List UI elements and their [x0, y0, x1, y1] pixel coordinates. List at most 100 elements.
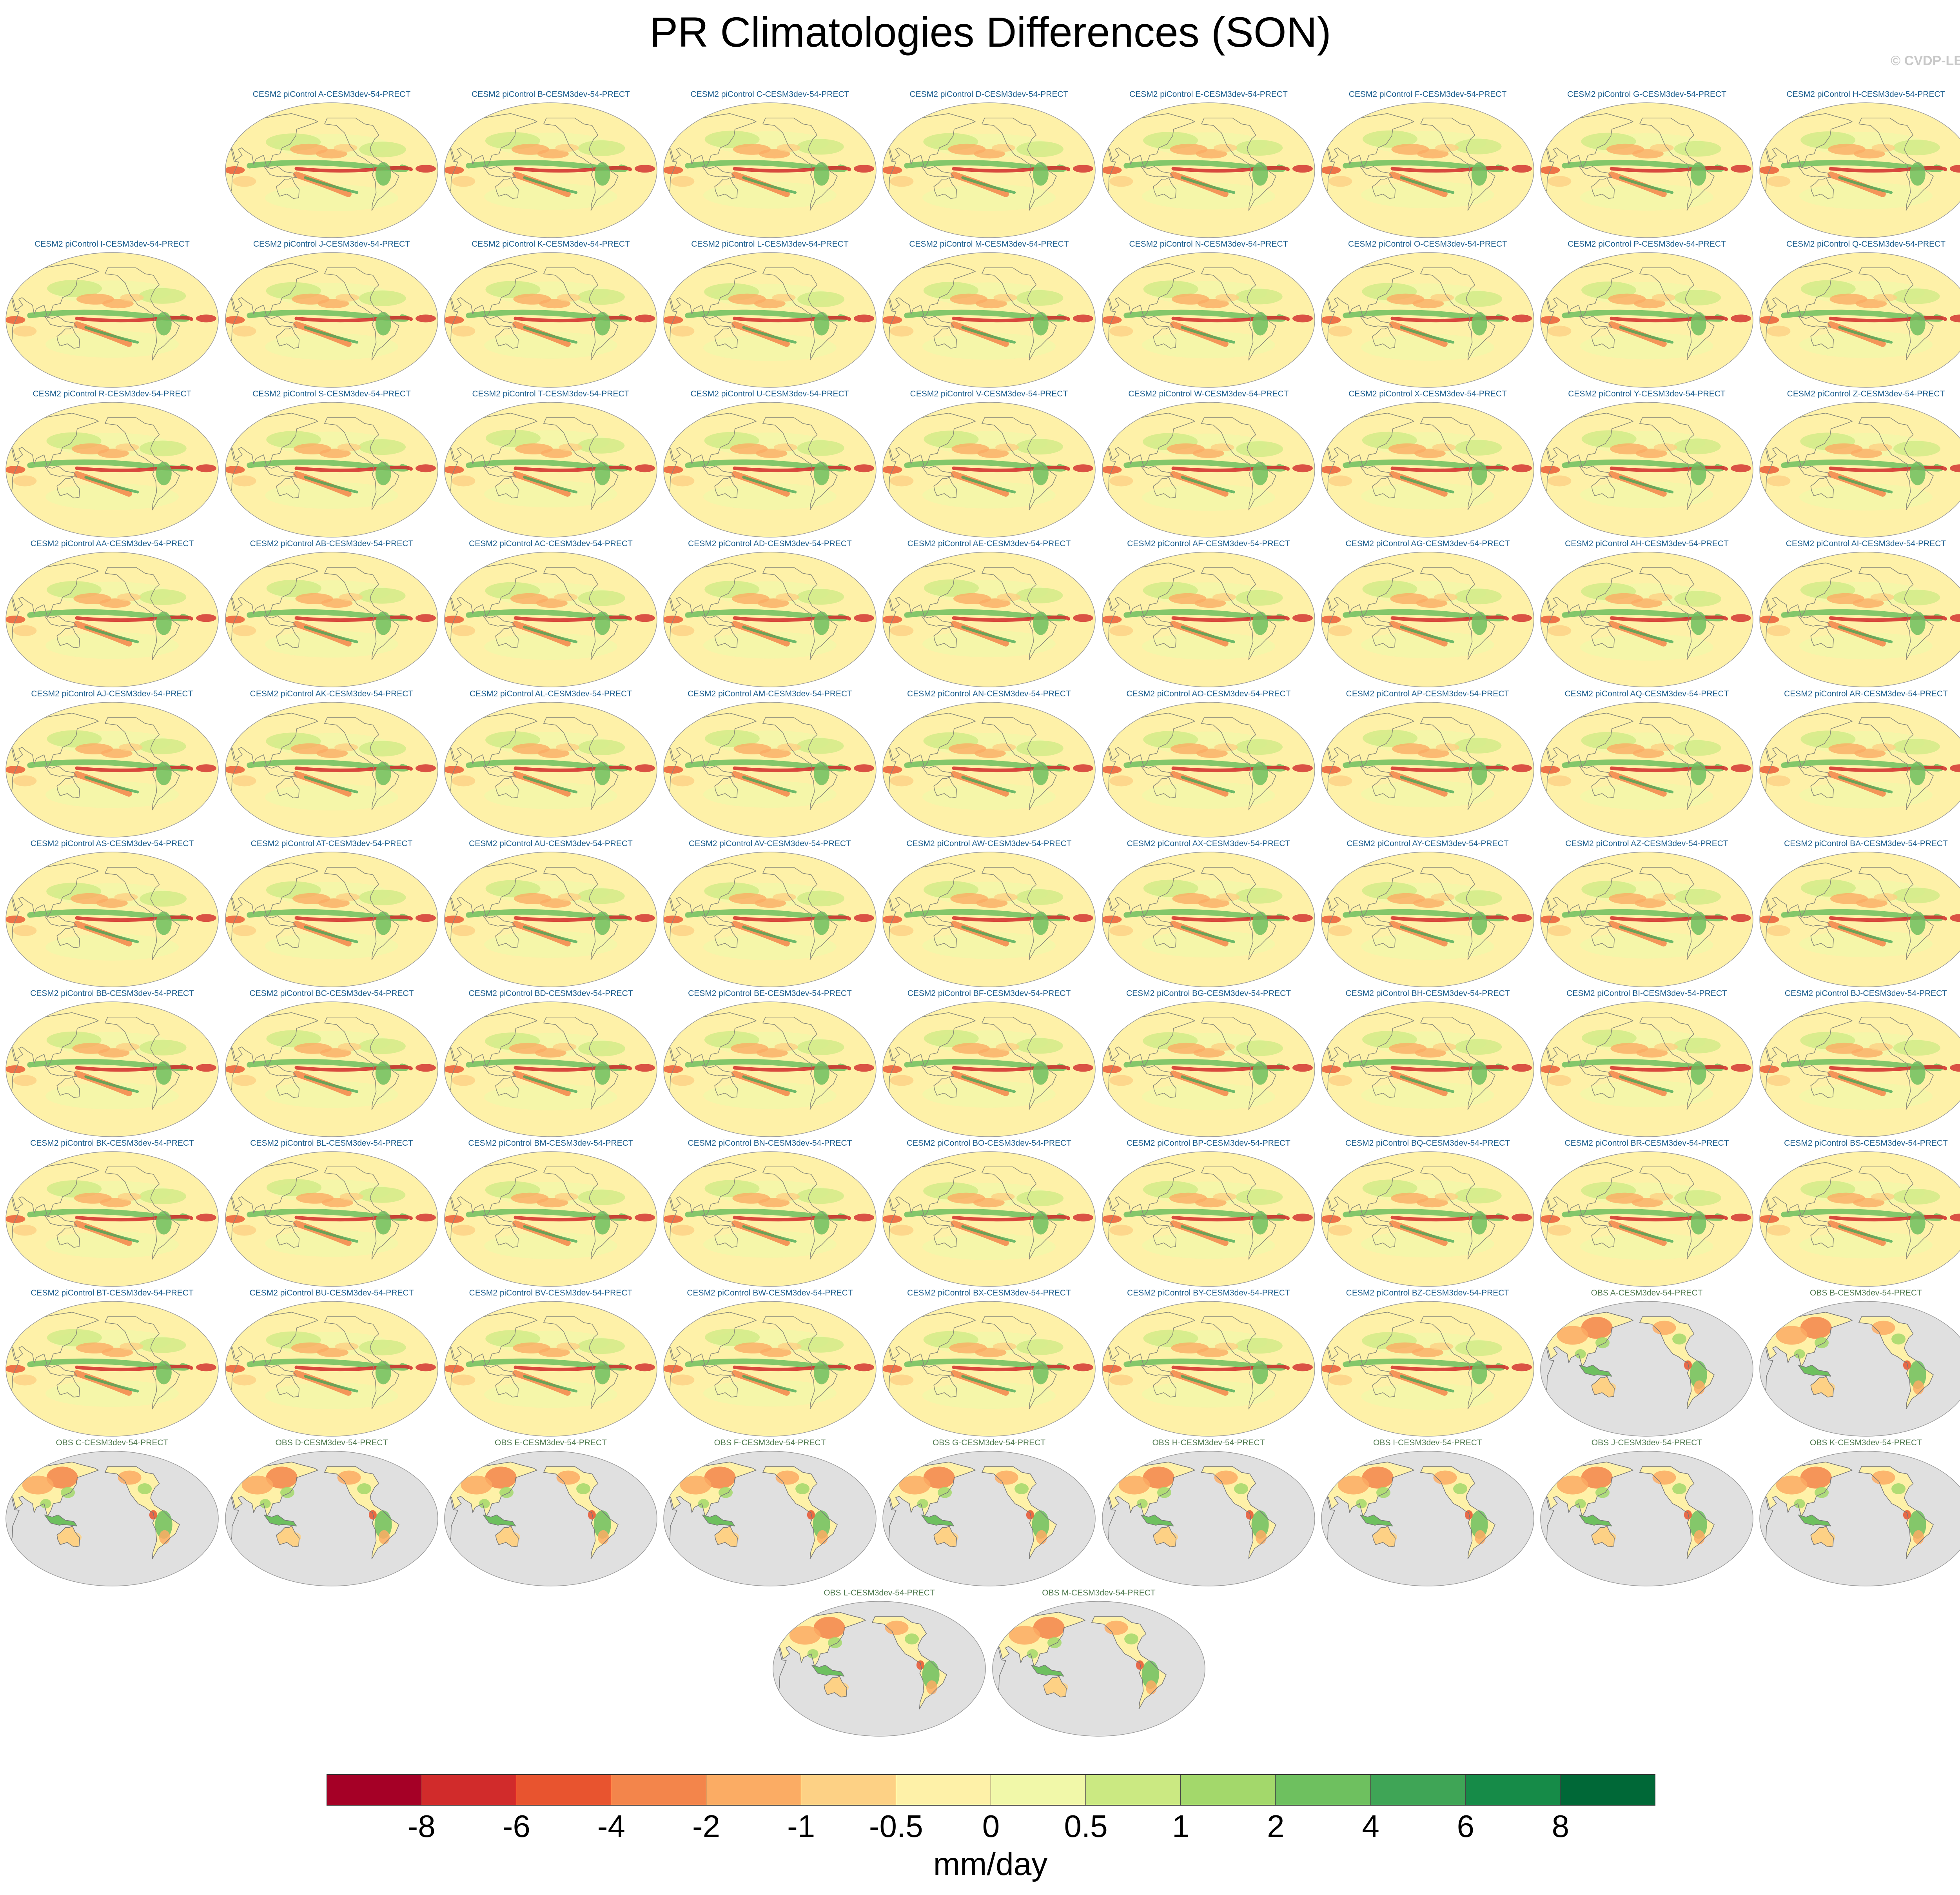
precip-anomaly-band [484, 1381, 617, 1408]
australia-coastline [1591, 1076, 1615, 1098]
australia-coastline [933, 1376, 957, 1397]
precip-anomaly-band [1236, 441, 1283, 457]
map-field [1321, 1002, 1534, 1137]
dry-anomaly-patch [101, 749, 132, 758]
map-border [1102, 252, 1315, 388]
land-anomaly-patch [378, 1530, 390, 1544]
land-anomaly-patch [1903, 1510, 1911, 1520]
amazon-wet-anomaly [1909, 162, 1926, 186]
australia-coastline [714, 477, 738, 498]
map-border [225, 252, 438, 388]
spcz-wet-band [742, 1075, 797, 1093]
map-border [882, 1001, 1096, 1137]
dry-anomaly-patch [1415, 1048, 1446, 1058]
edge-dry-anomaly [445, 616, 464, 623]
edge-dry-anomaly [1073, 914, 1093, 922]
itcz-dry-band [733, 465, 851, 472]
edge-dry-anomaly [664, 916, 683, 923]
map-plot [1759, 1151, 1960, 1287]
panel-title: CESM2 piControl BR-CESM3dev-54-PRECT [1564, 1139, 1729, 1148]
edge-dry-anomaly [853, 1214, 874, 1222]
panel-title: CESM2 piControl BQ-CESM3dev-54-PRECT [1345, 1139, 1510, 1148]
map-panel: CESM2 piControl BA-CESM3dev-54-PRECT [1759, 838, 1960, 989]
africa-coastline [668, 147, 677, 194]
spcz-wet-band [1181, 476, 1236, 494]
edge-dry-anomaly [853, 314, 874, 323]
amazon-wet-anomaly [1471, 1061, 1487, 1085]
dry-anomaly-patch [537, 1198, 568, 1208]
maritime-continent-coastline [44, 1215, 78, 1227]
map-border [5, 1301, 219, 1437]
edge-dry-anomaly [1102, 1365, 1122, 1373]
land-anomaly-patch [1891, 1483, 1906, 1494]
precip-anomaly-band [139, 440, 187, 456]
asia-coastline [449, 562, 537, 618]
map-panel: CESM2 piControl P-CESM3dev-54-PRECT [1539, 238, 1754, 389]
precip-anomaly-band [45, 632, 179, 659]
asia-coastline [1764, 1461, 1853, 1517]
edge-dry-anomaly [232, 625, 256, 636]
edge-dry-anomaly [883, 166, 902, 174]
map-plot [1540, 1151, 1753, 1287]
map-panel: CESM2 piControl AP-CESM3dev-54-PRECT [1320, 688, 1535, 839]
edge-dry-anomaly [415, 314, 436, 323]
map-panel: CESM2 piControl M-CESM3dev-54-PRECT [882, 238, 1096, 389]
itcz-dry-band [952, 1065, 1070, 1072]
land-anomaly-patch [46, 1466, 78, 1489]
panel-title: CESM2 piControl AA-CESM3dev-54-PRECT [30, 539, 194, 548]
map-plot [1321, 102, 1534, 238]
panel-title: CESM2 piControl T-CESM3dev-54-PRECT [472, 389, 630, 398]
edge-dry-anomaly [225, 466, 245, 474]
australia-coastline [1591, 477, 1615, 498]
map-field [6, 552, 218, 687]
australia-coastline [1153, 627, 1176, 648]
map-border [1540, 1451, 1753, 1586]
map-panel: CESM2 piControl BB-CESM3dev-54-PRECT [5, 988, 220, 1139]
edge-dry-anomaly [232, 925, 256, 936]
map-panel: CESM2 piControl C-CESM3dev-54-PRECT [662, 89, 877, 240]
spcz-wet-band [961, 1075, 1016, 1093]
map-border [1540, 1301, 1753, 1437]
maritime-continent-coastline [1798, 615, 1831, 627]
amazon-wet-anomaly [1690, 162, 1706, 186]
americas-coastline [982, 118, 1057, 211]
land-anomaly-patch [1124, 1633, 1139, 1644]
map-panel: OBS I-CESM3dev-54-PRECT [1320, 1437, 1535, 1588]
amazon-wet-anomaly [1252, 461, 1268, 485]
map-plot [5, 252, 219, 388]
map-panel: CESM2 piControl BO-CESM3dev-54-PRECT [882, 1137, 1096, 1288]
itcz-dry-band [294, 1215, 413, 1222]
edge-dry-anomaly [664, 466, 683, 474]
dry-anomaly-patch [336, 893, 360, 901]
spcz-wet-band [1181, 776, 1236, 794]
itcz-dry-band [514, 465, 632, 472]
itcz-dry-band [1390, 915, 1509, 922]
amazon-wet-anomaly [594, 1361, 610, 1384]
asia-coastline [1107, 1312, 1195, 1367]
asia-coastline [1107, 712, 1195, 768]
land-anomaly-patch [1575, 1349, 1586, 1359]
edge-dry-anomaly [1292, 1214, 1313, 1222]
australia-coastline [1591, 927, 1615, 948]
land-anomaly-patch [922, 1661, 940, 1689]
map-field [1321, 402, 1534, 537]
amazon-wet-anomaly [1033, 1061, 1049, 1085]
map-field [445, 1451, 657, 1586]
australia-coastline [1372, 477, 1396, 498]
precip-anomaly-band [1016, 439, 1063, 455]
map-plot [1102, 252, 1315, 388]
precip-anomaly-band [924, 1030, 979, 1047]
land-field [483, 1515, 516, 1526]
edge-dry-anomaly [445, 166, 464, 174]
panel-title: CESM2 piControl BY-CESM3dev-54-PRECT [1127, 1288, 1290, 1297]
panel-title: OBS K-CESM3dev-54-PRECT [1810, 1438, 1922, 1447]
africa-coastline [887, 1495, 897, 1542]
americas-coastline [1201, 1017, 1276, 1110]
land-anomaly-patch [1255, 1530, 1267, 1544]
africa-coastline [1764, 1196, 1773, 1243]
maritime-continent-coastline [921, 1514, 955, 1526]
americas-coastline [543, 267, 619, 361]
americas-coastline [105, 867, 180, 960]
amazon-wet-anomaly [375, 461, 391, 485]
map-panel: CESM2 piControl Q-CESM3dev-54-PRECT [1759, 238, 1960, 389]
